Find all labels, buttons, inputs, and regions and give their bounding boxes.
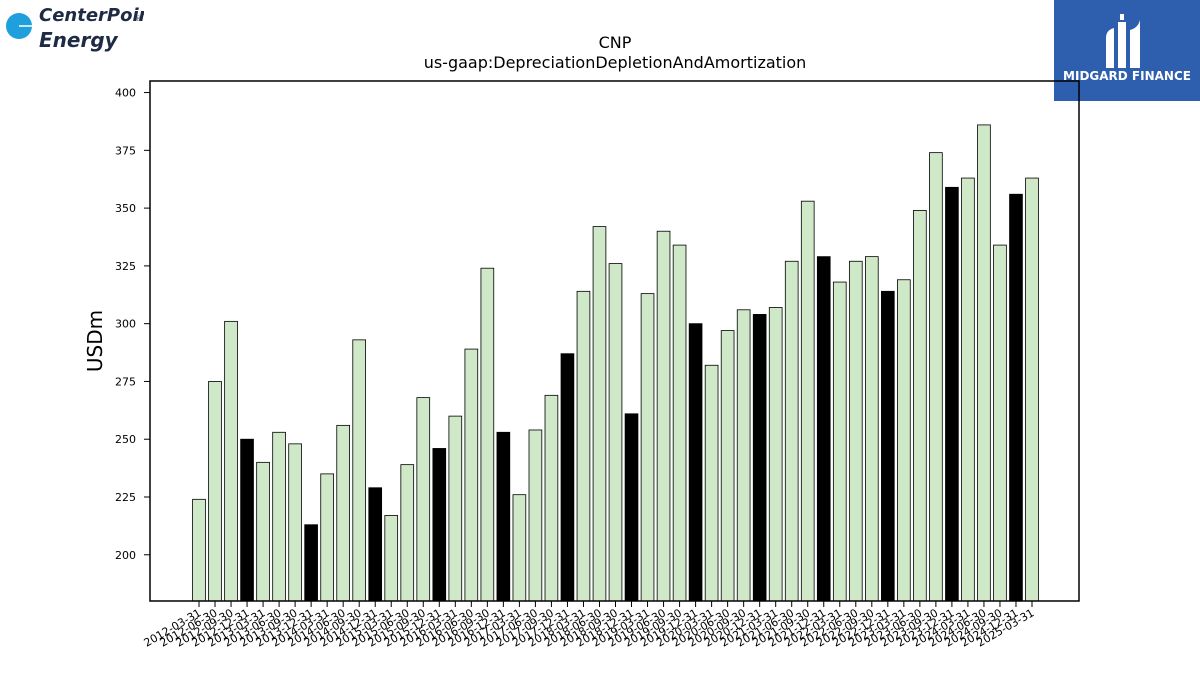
y-tick-label: 375 [115,144,136,157]
bar [881,290,895,602]
bar [897,279,911,602]
bar [256,461,270,602]
bar [320,473,334,602]
chart-subtitle: us-gaap:DepreciationDepletionAndAmortiza… [424,53,807,72]
bar [432,448,447,602]
bar [208,381,222,602]
bar [464,348,479,602]
bar [816,256,831,602]
bar [913,210,927,602]
bar [368,487,383,602]
brand-logo-text: MIDGARD FINANCE [1063,69,1191,83]
bar [929,152,943,602]
bar [704,364,719,602]
bar [993,244,1007,602]
bar [224,320,238,602]
company-logo-line2: Energy [39,28,119,52]
bar [240,438,254,602]
bar [640,293,655,602]
bar [608,263,623,602]
bar [961,177,975,602]
bar [416,397,431,602]
bar [336,424,350,602]
bar [512,494,527,602]
bar [865,256,879,602]
company-logo-line1: CenterPoint [39,5,144,26]
y-tick-label: 275 [115,375,136,388]
y-tick-label: 200 [115,549,136,562]
bar [688,323,703,602]
bar [800,200,815,602]
bar [752,314,767,602]
company-logo: CenterPoint ® Energy [4,4,161,54]
bar [496,431,511,602]
bar [848,260,863,602]
bar [1009,193,1023,602]
bar [977,124,991,602]
bar [832,281,847,602]
bar [672,244,687,602]
bar [448,415,463,602]
bar [736,309,751,602]
y-tick-label: 350 [115,202,136,215]
y-tick-label: 400 [115,87,136,100]
bar [576,290,591,602]
bar [480,267,495,602]
midgard-m-icon [1106,14,1140,68]
company-logo-mark: ® [135,15,142,23]
bar [304,524,318,602]
bar [528,429,543,602]
bar [624,413,639,602]
bar [384,515,399,602]
bar [720,330,735,602]
bar [272,431,286,602]
bar [288,443,302,602]
circle-sun-icon [6,13,44,39]
y-tick-label: 300 [115,318,136,331]
chart-title: CNP [599,33,632,52]
y-tick-label: 250 [115,433,136,446]
y-tick-label: 325 [115,260,136,273]
bar [400,464,415,602]
bar [784,260,799,602]
bar [544,394,559,602]
plot-frame [149,80,1080,602]
bar [656,230,671,602]
bar [560,353,575,602]
bar [352,339,366,602]
bar [592,226,607,602]
bar [192,498,206,602]
bar [945,186,959,602]
y-axis-label: USDm [83,310,107,372]
plot-area: 2002252502753003253503754002012-03-31201… [115,87,1039,650]
bar [1025,177,1039,602]
y-tick-label: 225 [115,491,136,504]
bar [768,307,783,602]
